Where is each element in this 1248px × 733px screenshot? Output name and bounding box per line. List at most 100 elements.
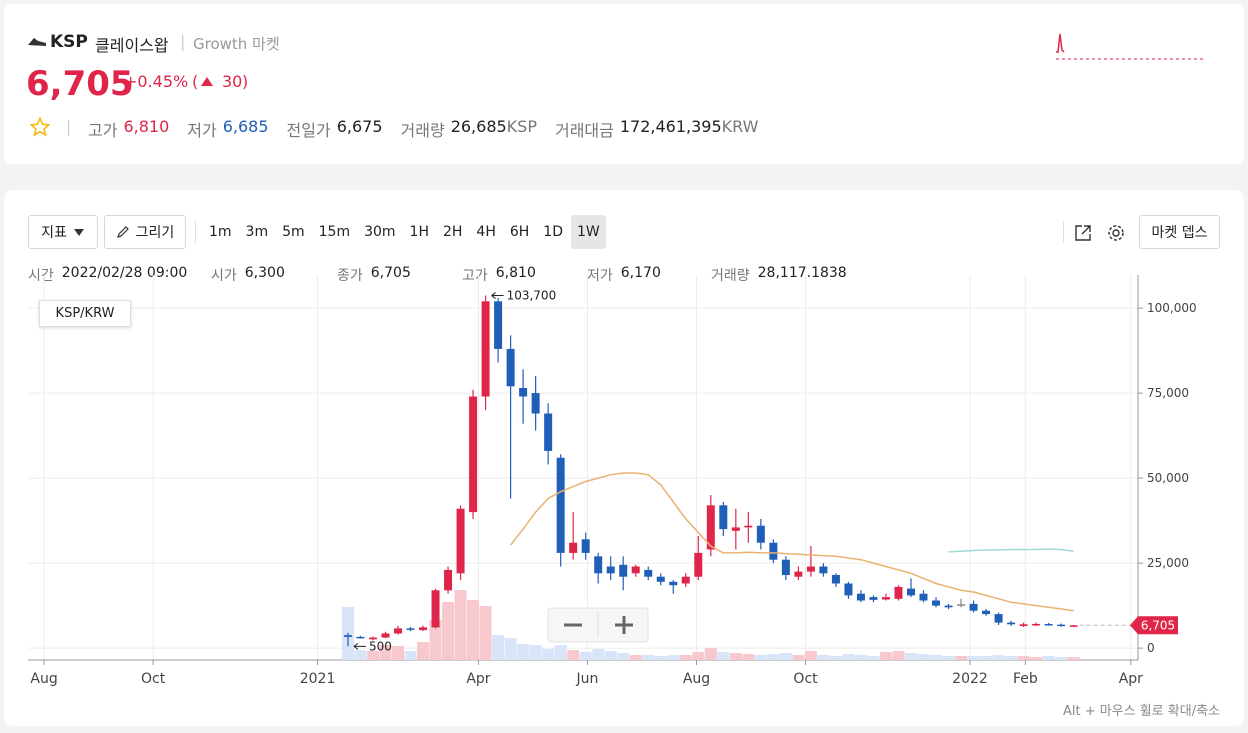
draw-label: 그리기 [135,225,175,241]
interval-button[interactable]: 5m [282,224,305,240]
volume-bar [992,655,1005,660]
x-tick-label: Aug [683,671,710,687]
candle-body [844,583,853,596]
interval-button[interactable]: 3m [245,224,269,240]
annotation-label: 500 [369,639,392,653]
volume-bar [867,656,880,660]
stat-value: 26,685 [450,117,507,136]
info-item: 저가 6,170 [587,265,661,285]
info-value: 6,300 [244,265,285,281]
volume-bar [617,653,630,660]
x-tick-label: Oct [793,671,818,687]
pair-label: KSP/KRW [39,300,131,327]
zoom-in[interactable] [615,616,633,634]
interval-button[interactable]: 1D [543,224,563,240]
separator [195,221,196,243]
candle-body [631,566,640,574]
favorite-star[interactable] [30,117,50,137]
symbol: KSP [50,32,88,52]
settings-icon[interactable] [1107,224,1125,242]
interval-button[interactable]: 1H [409,224,429,240]
candle-body [1044,623,1053,626]
volume-bar [792,655,805,660]
info-label: 저가 [587,268,613,284]
candle-body [831,575,840,584]
change-paren: ( [192,72,199,91]
volume-bar [454,590,467,660]
divider: | [180,32,186,51]
candles: 103,700 500 6,705 [343,289,1178,653]
info-item: 시가 6,300 [211,265,285,285]
x-tick-label: Aug [30,671,57,687]
volume-bar [879,652,892,660]
interval-button[interactable]: 1m [209,224,232,240]
volume-bar [967,656,980,660]
interval-button[interactable]: 1W [570,215,606,249]
indicator-button[interactable]: 지표 [28,215,98,249]
interval-button[interactable]: 4H [476,224,496,240]
stat: 거래대금 172,461,395 KRW [555,117,758,141]
candle-body [856,593,865,601]
volume-bar [379,645,392,660]
draw-button[interactable]: 그리기 [104,215,186,249]
candle-body [1057,624,1066,627]
volume-bar [717,652,730,660]
stat-value: 6,810 [123,117,170,136]
candle-body [994,614,1003,623]
x-tick-label: Apr [1119,671,1143,687]
info-item: 시간 2022/02/28 09:00 [28,265,187,285]
volume-bar [442,602,455,660]
candle-body [406,628,415,630]
x-tick-label: Oct [141,671,166,687]
stat-label: 거래대금 [554,121,614,140]
change-paren: ) [242,72,249,91]
volume-bar [592,649,605,660]
moving-average [510,472,1074,612]
volume-bar [1030,657,1043,660]
change: 30 [222,72,243,91]
volume-bar [654,656,667,660]
candle-body [444,569,453,591]
x-tick-label: Jun [576,671,599,687]
change-pct: +0.45% [124,72,189,91]
volume-bar [404,651,417,660]
interval-button[interactable]: 2H [442,224,463,240]
candle-body [494,301,503,349]
volume-bar [517,644,530,660]
coin-name: 클레이스왑 [95,36,169,55]
volume-bar [767,654,780,660]
volume-bar [955,656,968,660]
moving-average [948,548,1074,553]
pencil-icon [116,226,129,238]
info-label: 시간 [28,268,54,284]
candle-body [869,597,878,600]
y-tick-label: 100,000 [1147,301,1197,315]
volume-bar [1055,657,1068,660]
stat-value: 172,461,395 [619,117,722,136]
info-value: 6,810 [495,265,536,281]
volume-bar [604,651,617,660]
interval-button[interactable]: 30m [364,224,396,240]
candle-body [932,600,941,606]
volume-bar [829,656,842,660]
candle-body [719,505,728,530]
volume-bar [904,653,917,660]
candle-body [356,636,365,639]
stat-label: 저가 [187,121,217,140]
candle-body [1019,624,1028,627]
zoom-hint: Alt + 마우스 휠로 확대/축소 [1062,704,1220,719]
volume-bar [479,606,492,660]
info-label: 거래량 [711,268,750,284]
volume-bar [679,655,692,660]
volume-bar [529,645,542,660]
candle-body [481,301,490,397]
popout-icon[interactable] [1074,224,1092,242]
price: 6,705 [26,64,134,104]
stat: 저가 6,685 [187,117,268,141]
price-tag [1130,616,1178,635]
interval-button[interactable]: 15m [318,224,351,240]
interval-button[interactable]: 6H [509,224,530,240]
candle-body [731,527,740,531]
candle-body [394,628,402,634]
market-depth-button[interactable]: 마켓 뎁스 [1139,215,1220,249]
